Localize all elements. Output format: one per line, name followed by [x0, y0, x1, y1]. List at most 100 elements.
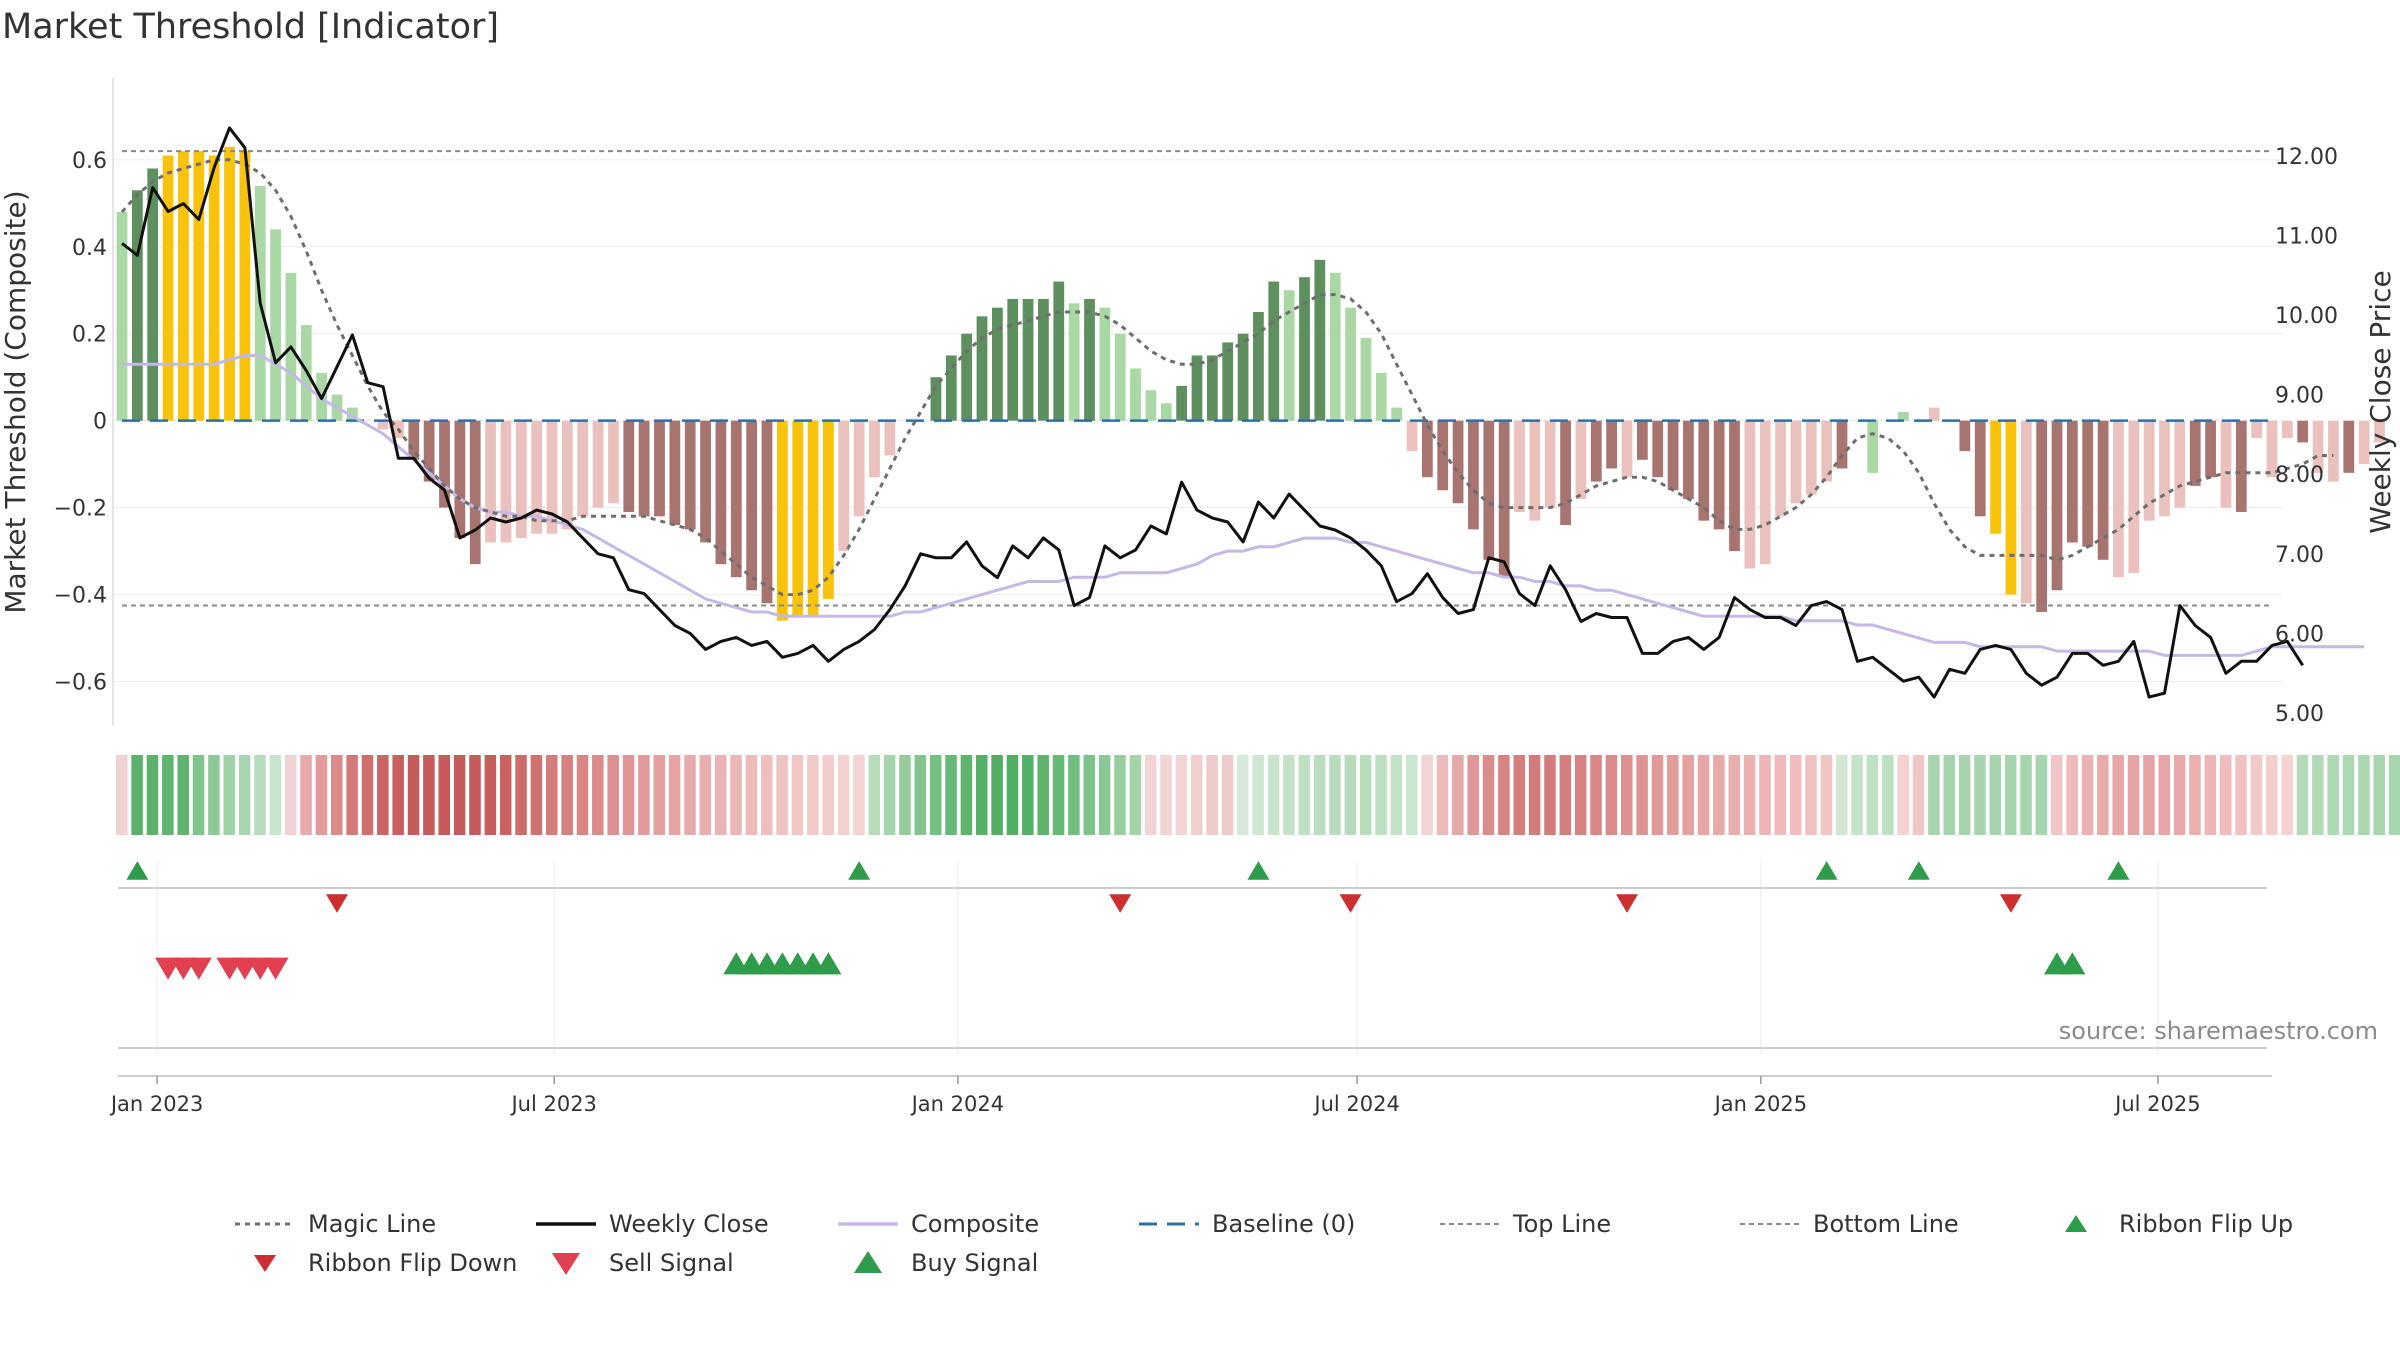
- ribbon-cell: [1313, 755, 1326, 835]
- ribbon-cell: [822, 755, 834, 835]
- ribbon-cell: [929, 755, 942, 835]
- composite-bar: [761, 420, 773, 604]
- ribbon-cell: [638, 755, 650, 835]
- ribbon-cell: [1974, 755, 1986, 835]
- ribbon-cell: [991, 755, 1003, 835]
- ribbon-cell: [2173, 755, 2186, 835]
- composite-bar: [1007, 298, 1019, 421]
- composite-bar: [270, 229, 281, 421]
- ribbon-cell: [1191, 755, 1203, 835]
- right-tick-label: 6.00: [2275, 622, 2324, 647]
- composite-bar: [2036, 420, 2048, 612]
- ribbon-cell: [960, 755, 973, 835]
- composite-bar: [2113, 420, 2124, 578]
- composite-bar: [853, 420, 865, 517]
- ribbon-cell: [1743, 755, 1756, 835]
- grid-lines: [112, 159, 2282, 1055]
- source-credit: source: sharemaestro.com: [2059, 1017, 2378, 1045]
- right-tick-label: 9.00: [2275, 384, 2324, 409]
- ribbon-cell: [1283, 755, 1295, 835]
- composite-bar: [1099, 307, 1111, 421]
- composite-bar: [1928, 407, 1940, 421]
- composite-bars: [116, 146, 2385, 621]
- ribbon-cell: [1160, 755, 1172, 835]
- left-tick-label: −0.6: [54, 671, 107, 696]
- composite-bar: [1805, 420, 1817, 495]
- ribbon-cell: [1375, 755, 1387, 835]
- ribbon-cell: [945, 755, 957, 835]
- legend-label: Sell Signal: [609, 1249, 734, 1277]
- ribbon-cell: [592, 755, 604, 835]
- composite-bar: [2343, 420, 2355, 473]
- buy-signal-marker: [815, 952, 842, 975]
- right-tick-label: 8.00: [2275, 463, 2324, 488]
- ribbon-cell: [607, 755, 619, 835]
- ribbon-cell: [1528, 755, 1541, 835]
- composite-bar: [1575, 420, 1587, 499]
- ribbon-cell: [668, 755, 681, 835]
- ribbon-cell: [1789, 755, 1802, 835]
- composite-bar: [2358, 420, 2370, 465]
- ribbon-cell: [469, 755, 481, 835]
- composite-bar: [838, 420, 850, 552]
- ribbon-flip-up-marker: [126, 861, 149, 880]
- composite-bar: [1498, 420, 1510, 578]
- ribbon-cell: [976, 755, 988, 835]
- composite-bar: [162, 155, 174, 421]
- ribbon-cell: [2097, 755, 2109, 835]
- ribbon-cell: [1774, 755, 1787, 835]
- ribbon-cell: [761, 755, 773, 835]
- ribbon-cell: [1329, 755, 1341, 835]
- composite-bar: [1375, 372, 1387, 421]
- ribbon-cell: [1912, 755, 1925, 835]
- composite-bar: [2143, 420, 2155, 521]
- ribbon-cell: [1114, 755, 1126, 835]
- ribbon-cell: [392, 755, 404, 835]
- ribbon-cell: [1452, 755, 1464, 835]
- ribbon-cell: [2020, 755, 2032, 835]
- composite-bar: [1698, 420, 1710, 521]
- ribbon-cell: [1344, 755, 1357, 835]
- composite-bar: [2328, 420, 2339, 482]
- composite-bar: [2005, 420, 2017, 595]
- ribbon-flip-up-marker: [848, 861, 871, 880]
- composite-bar: [945, 355, 957, 421]
- composite-bar: [1529, 420, 1541, 521]
- ribbon-cell: [561, 755, 573, 835]
- ribbon-cell: [2112, 755, 2124, 835]
- ribbon-cell: [438, 755, 451, 835]
- ribbon-cell: [684, 755, 696, 835]
- legend-label: Baseline (0): [1212, 1210, 1355, 1238]
- ribbon-cell: [269, 755, 282, 835]
- ribbon-cell: [484, 755, 497, 835]
- ribbon-cell: [1390, 755, 1403, 835]
- ribbon-cell: [1498, 755, 1510, 835]
- composite-bar: [1299, 277, 1310, 421]
- ribbon-cell: [622, 755, 635, 835]
- composite-bar: [2189, 420, 2201, 486]
- ribbon-cell: [515, 755, 527, 835]
- composite-bar: [116, 211, 128, 421]
- composite-bar: [1683, 420, 1694, 499]
- ribbon-cell: [1144, 755, 1157, 835]
- ribbon-cell: [2342, 755, 2355, 835]
- ribbon-cell: [2004, 755, 2017, 835]
- composite-bar: [408, 420, 420, 460]
- legend-label: Top Line: [1512, 1210, 1611, 1238]
- composite-bar: [2251, 420, 2263, 439]
- ribbon-cell: [331, 755, 343, 835]
- ribbon-cell: [2158, 755, 2171, 835]
- chart-title: Market Threshold [Indicator]: [2, 7, 499, 47]
- legend-label: Ribbon Flip Up: [2119, 1210, 2293, 1238]
- right-axis-title: Weekly Close Price: [2364, 270, 2397, 533]
- ribbon-cell: [1482, 755, 1495, 835]
- composite-bar: [1775, 420, 1786, 517]
- composite-bar: [1514, 420, 1525, 512]
- ribbon-cell: [1175, 755, 1188, 835]
- ribbon-cell: [2189, 755, 2201, 835]
- composite-bar: [1053, 281, 1065, 421]
- ribbon-cell: [1298, 755, 1311, 835]
- right-tick-label: 5.00: [2275, 702, 2324, 727]
- legend-label: Weekly Close: [609, 1210, 769, 1238]
- left-y-axis: 0.6 0.4 0.2 0 −0.2 −0.4 −0.6: [54, 78, 114, 725]
